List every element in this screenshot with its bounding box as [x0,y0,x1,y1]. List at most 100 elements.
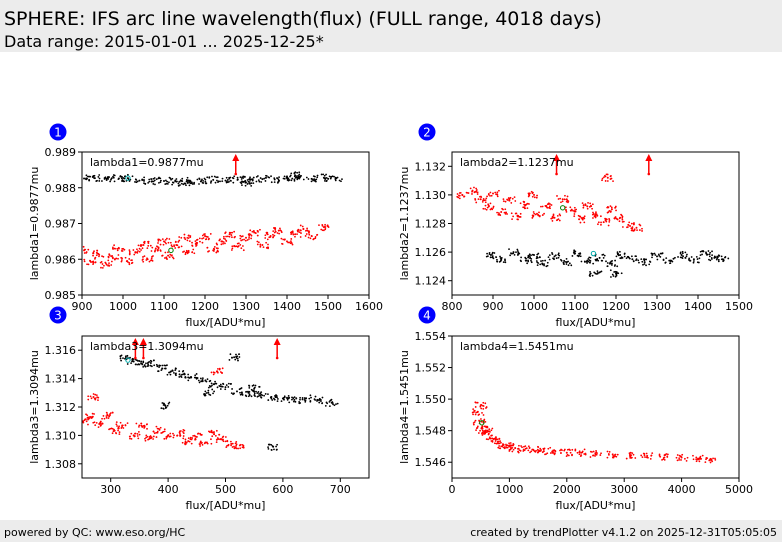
data-point [711,460,714,463]
data-point [194,435,197,438]
data-point [566,448,569,451]
data-point [222,383,225,386]
data-point [293,398,296,401]
y-tick-label: 1.126 [415,246,447,259]
data-point [123,248,126,251]
data-point [548,254,551,257]
data-point [504,258,506,261]
data-point [608,451,611,453]
data-point [709,259,712,262]
data-point [632,230,635,232]
data-point [158,238,161,241]
data-point [300,229,302,232]
data-point [195,435,198,438]
data-point [330,176,332,179]
data-point [494,438,497,441]
outlier-arrow-head [273,338,281,345]
data-point [201,237,204,240]
data-point [159,177,162,180]
data-point [320,228,323,231]
data-point [209,181,212,184]
data-point [110,178,112,181]
data-point [677,256,679,258]
data-point [286,175,288,178]
data-point [275,445,277,448]
data-point [222,440,225,443]
data-point [248,385,251,387]
data-point [121,250,124,252]
data-point [142,256,144,258]
data-point [712,457,714,460]
data-point [187,373,190,376]
data-point [191,251,194,254]
data-point [533,193,535,196]
data-point [101,422,104,425]
data-point [120,177,123,180]
data-point [214,380,216,383]
data-point [187,249,190,252]
data-point [540,260,542,262]
data-point [530,261,533,264]
data-point [167,241,170,244]
data-point [217,438,220,441]
data-point [565,209,567,212]
data-point [173,371,175,374]
data-point [287,395,290,397]
data-point [615,272,618,275]
outlier-point [134,356,137,360]
data-point [166,404,169,407]
data-point [158,366,160,368]
data-point [642,263,644,266]
data-point [178,236,181,238]
data-point [186,239,189,242]
data-point [325,179,328,182]
data-point [487,432,490,435]
data-point [263,394,265,397]
series-2 [456,173,643,232]
data-point [487,204,490,207]
data-point [268,236,271,239]
data-point [651,452,654,455]
data-point [599,454,602,456]
data-point [602,221,605,224]
data-point [90,261,92,263]
data-point [178,180,181,183]
data-point [631,227,634,230]
data-point [496,193,499,196]
data-point [307,236,310,239]
data-point [190,438,193,441]
data-point [290,238,293,240]
data-point [199,445,201,447]
x-tick-label: 1400 [273,300,301,313]
x-axis-label: flux/[ADU*mu] [556,316,636,329]
y-tick-label: 0.988 [45,182,77,195]
data-point [265,174,267,177]
data-point [329,177,332,180]
data-point [172,181,175,184]
data-point [539,263,542,266]
data-point [257,391,260,393]
data-point [215,176,218,179]
data-point [149,361,152,364]
data-point [240,178,243,180]
data-point [534,451,537,453]
data-point [527,449,530,452]
data-point [99,424,102,427]
footer-band [0,520,782,542]
data-point [126,422,129,425]
x-tick-label: 1100 [150,300,178,313]
data-point [174,179,177,182]
data-point [108,415,111,418]
data-point [171,183,174,186]
x-tick-label: 500 [215,483,236,496]
data-point [247,395,250,398]
data-point [318,224,320,227]
data-point [586,205,589,208]
data-point [254,232,257,235]
data-point [547,256,550,259]
data-point [134,181,136,183]
data-point [606,173,609,176]
data-point [514,200,517,202]
data-point [504,212,507,215]
data-point [335,403,337,405]
